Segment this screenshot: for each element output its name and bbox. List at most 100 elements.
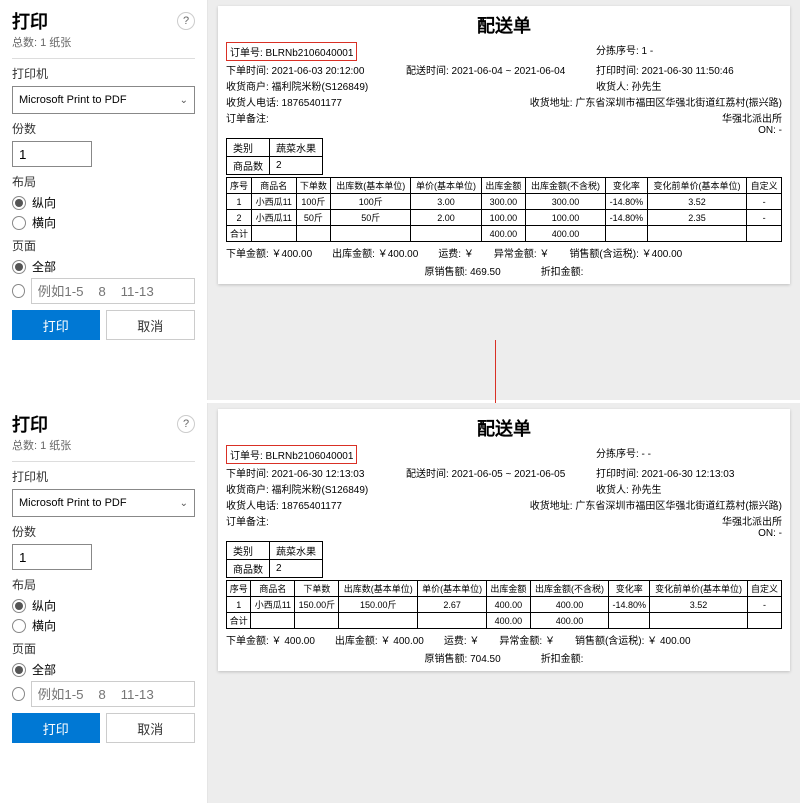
table-header: 出库金额 — [481, 178, 525, 194]
summary-row-2: 原销售额: 704.50折扣金额: — [226, 650, 782, 665]
preview-area: 配送单 订单号: BLRNb2106040001 分拣序号: 1 - 下单时间: … — [208, 0, 800, 400]
addr2: 华强北派出所ON: - — [596, 110, 782, 136]
page-label: 页面 — [12, 640, 195, 657]
page-all-label: 全部 — [32, 661, 56, 678]
table-header: 出库金额(不含税) — [526, 178, 606, 194]
deliver-time: 配送时间: 2021-06-04 ~ 2021-06-04 — [406, 62, 596, 77]
table-header: 下单数 — [296, 178, 331, 194]
help-icon[interactable]: ? — [177, 415, 195, 433]
landscape-radio[interactable] — [12, 216, 26, 230]
table-header: 序号 — [227, 581, 251, 597]
sidebar-title: 打印 — [12, 411, 48, 437]
page-range-radio[interactable] — [12, 687, 25, 701]
addr: 收货地址: 广东省深圳市福田区华强北街道红荔村(振兴路) — [530, 497, 782, 512]
phone: 收货人电话: 18765401177 — [226, 94, 374, 109]
landscape-radio[interactable] — [12, 619, 26, 633]
preview-area: 配送单 订单号: BLRNb2106040001 分拣序号: - - 下单时间: … — [208, 403, 800, 803]
table-header: 序号 — [227, 178, 252, 194]
table-header: 自定义 — [747, 581, 781, 597]
order-no: 订单号: BLRNb2106040001 — [226, 42, 357, 61]
total-sheets: 总数: 1 纸张 — [12, 34, 195, 50]
printer-select[interactable]: Microsoft Print to PDF⌄ — [12, 489, 195, 517]
print-sidebar: 打印 ? 总数: 1 纸张 打印机 Microsoft Print to PDF… — [0, 403, 208, 803]
table-header: 出库数(基本单位) — [331, 178, 411, 194]
table-header: 出库数(基本单位) — [339, 581, 418, 597]
layout-label: 布局 — [12, 576, 195, 593]
total-row: 合计400.00400.00 — [227, 226, 782, 242]
table-header: 下单数 — [295, 581, 339, 597]
print-button[interactable]: 打印 — [12, 713, 100, 743]
table-header: 变化率 — [609, 581, 650, 597]
copies-label: 份数 — [12, 120, 195, 137]
sidebar-title: 打印 — [12, 8, 48, 34]
table-header: 商品名 — [251, 581, 295, 597]
items-table: 序号商品名下单数出库数(基本单位)单价(基本单位)出库金额出库金额(不含税)变化… — [226, 177, 782, 242]
panel-top: 打印 ? 总数: 1 纸张 打印机 Microsoft Print to PDF… — [0, 0, 800, 400]
delivery-document: 配送单 订单号: BLRNb2106040001 分拣序号: - - 下单时间: … — [218, 409, 790, 671]
portrait-radio[interactable] — [12, 599, 26, 613]
merchant: 收货商户: 福利院米粉(S126849) — [226, 481, 406, 496]
summary-row-1: 下单金额: ￥ 400.00出库金额: ￥ 400.00运费: ￥异常金额: ￥… — [226, 632, 782, 647]
landscape-label: 横向 — [32, 214, 56, 231]
remark: 订单备注: — [226, 513, 406, 539]
table-row: 1小西瓜11150.00斤150.00斤2.67400.00400.00-14.… — [227, 597, 782, 613]
layout-label: 布局 — [12, 173, 195, 190]
chevron-down-icon: ⌄ — [180, 498, 188, 509]
cancel-button[interactable]: 取消 — [106, 310, 196, 340]
receiver: 收货人: 孙先生 — [596, 481, 782, 496]
portrait-radio[interactable] — [12, 196, 26, 210]
print-button[interactable]: 打印 — [12, 310, 100, 340]
sort-no: 分拣序号: 1 - — [596, 42, 782, 61]
delivery-document: 配送单 订单号: BLRNb2106040001 分拣序号: 1 - 下单时间: … — [218, 6, 790, 284]
print-time: 打印时间: 2021-06-30 12:13:03 — [596, 465, 782, 480]
chevron-down-icon: ⌄ — [180, 95, 188, 106]
category-table: 类别蔬菜水果商品数2 — [226, 138, 323, 175]
table-header: 变化前单价(基本单位) — [650, 581, 748, 597]
page-range-radio[interactable] — [12, 284, 25, 298]
table-header: 出库金额 — [487, 581, 531, 597]
place-time: 下单时间: 2021-06-30 12:13:03 — [226, 465, 406, 480]
total-row: 合计400.00400.00 — [227, 613, 782, 629]
page-range-input[interactable] — [31, 278, 195, 304]
page-all-radio[interactable] — [12, 260, 26, 274]
printer-label: 打印机 — [12, 65, 195, 82]
receiver: 收货人: 孙先生 — [596, 78, 782, 93]
help-icon[interactable]: ? — [177, 12, 195, 30]
phone: 收货人电话: 18765401177 — [226, 497, 374, 512]
landscape-label: 横向 — [32, 617, 56, 634]
items-table: 序号商品名下单数出库数(基本单位)单价(基本单位)出库金额出库金额(不含税)变化… — [226, 580, 782, 629]
category-table: 类别蔬菜水果商品数2 — [226, 541, 323, 578]
summary-row-1: 下单金额: ￥400.00出库金额: ￥400.00运费: ￥异常金额: ￥销售… — [226, 245, 782, 260]
printer-select[interactable]: Microsoft Print to PDF⌄ — [12, 86, 195, 114]
copies-input[interactable] — [12, 141, 92, 167]
doc-title: 配送单 — [226, 415, 782, 441]
merchant: 收货商户: 福利院米粉(S126849) — [226, 78, 406, 93]
page-range-input[interactable] — [31, 681, 195, 707]
portrait-label: 纵向 — [32, 194, 56, 211]
addr2: 华强北派出所ON: - — [596, 513, 782, 539]
place-time: 下单时间: 2021-06-03 20:12:00 — [226, 62, 406, 77]
portrait-label: 纵向 — [32, 597, 56, 614]
table-header: 出库金额(不含税) — [530, 581, 609, 597]
cancel-button[interactable]: 取消 — [106, 713, 196, 743]
panel-bottom: 打印 ? 总数: 1 纸张 打印机 Microsoft Print to PDF… — [0, 403, 800, 803]
table-header: 变化率 — [606, 178, 648, 194]
copies-label: 份数 — [12, 523, 195, 540]
page-all-label: 全部 — [32, 258, 56, 275]
deliver-time: 配送时间: 2021-06-05 ~ 2021-06-05 — [406, 465, 596, 480]
sort-no: 分拣序号: - - — [596, 445, 782, 464]
printer-label: 打印机 — [12, 468, 195, 485]
table-row: 2小西瓜1150斤50斤2.00100.00100.00-14.80%2.35- — [227, 210, 782, 226]
table-row: 1小西瓜11100斤100斤3.00300.00300.00-14.80%3.5… — [227, 194, 782, 210]
print-sidebar: 打印 ? 总数: 1 纸张 打印机 Microsoft Print to PDF… — [0, 0, 208, 400]
summary-row-2: 原销售额: 469.50折扣金额: — [226, 263, 782, 278]
copies-input[interactable] — [12, 544, 92, 570]
page-all-radio[interactable] — [12, 663, 26, 677]
order-no: 订单号: BLRNb2106040001 — [226, 445, 357, 464]
doc-title: 配送单 — [226, 12, 782, 38]
table-header: 单价(基本单位) — [418, 581, 487, 597]
page-label: 页面 — [12, 237, 195, 254]
total-sheets: 总数: 1 纸张 — [12, 437, 195, 453]
remark: 订单备注: — [226, 110, 406, 136]
print-time: 打印时间: 2021-06-30 11:50:46 — [596, 62, 782, 77]
